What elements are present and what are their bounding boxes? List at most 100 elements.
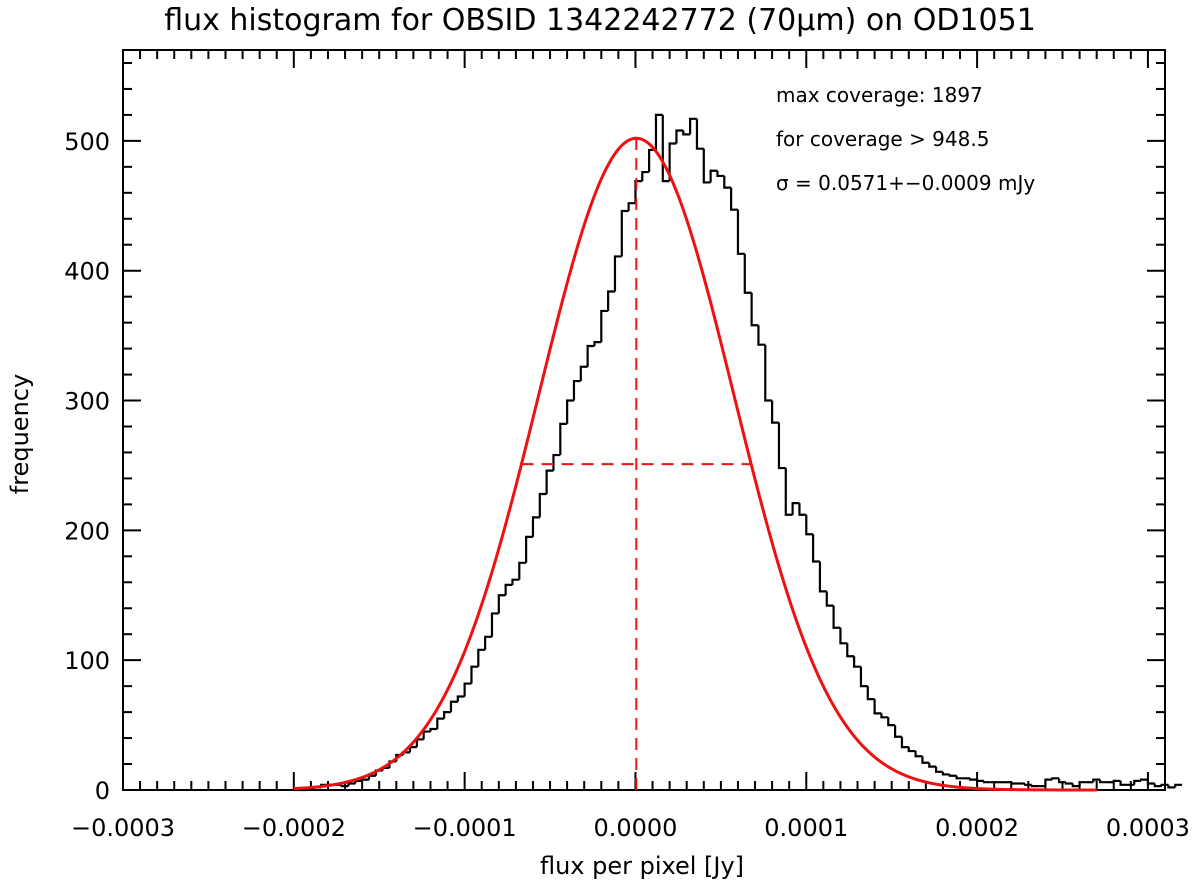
histogram-bin (579, 365, 588, 382)
histogram-bin (675, 129, 684, 144)
histogram-bin (887, 717, 896, 727)
histogram-bin (709, 169, 718, 183)
histogram-bin (525, 535, 533, 563)
annotation-text: σ = 0.0571+−0.0009 mJy (776, 171, 1035, 195)
histogram-bin (641, 170, 650, 182)
histogram-bin (607, 290, 615, 311)
histogram-bin (456, 695, 465, 702)
plot-frame (122, 49, 1166, 791)
x-tick-label: 0.0002 (935, 814, 1019, 842)
histogram-bin (436, 717, 445, 729)
histogram-bin (818, 561, 827, 593)
histogram-bin (805, 514, 814, 536)
histogram-bin (1064, 782, 1073, 785)
histogram-bin (907, 747, 916, 753)
x-tick-label: −0.0002 (242, 814, 346, 842)
histogram-bin (511, 578, 520, 585)
x-tick-label: 0.0003 (1106, 814, 1190, 842)
histogram-bin (798, 503, 807, 516)
annotations: max coverage: 1897 for coverage > 948.5 σ … (776, 83, 1035, 195)
histogram-bin (347, 782, 356, 787)
histogram-bin (1044, 778, 1053, 787)
histogram-bin (1174, 783, 1183, 788)
x-tick-label: 0.0001 (764, 814, 848, 842)
histogram-bin (941, 771, 950, 776)
annotation-text: for coverage > 948.5 (776, 127, 989, 151)
histogram-bin (982, 780, 991, 784)
x-tick-label: −0.0003 (71, 814, 175, 842)
x-axis-label: flux per pixel [Jy] (540, 852, 744, 880)
histogram-bin (825, 591, 834, 607)
histogram-bin (1119, 780, 1128, 786)
histogram-bin (354, 779, 363, 784)
histogram-bin (1092, 778, 1101, 783)
histogram-bin (791, 501, 800, 515)
histogram-bin (449, 700, 458, 713)
histogram-bin (695, 118, 704, 150)
histogram-bin (771, 400, 779, 424)
tick-labels: −0.0003 −0.0002 −0.0001 0.0000 0.0001 0.0002 0… (64, 128, 1190, 842)
histogram-bin (935, 766, 943, 773)
histogram-bin (1146, 779, 1155, 785)
histogram-bin (593, 341, 602, 346)
histogram-bin (1051, 777, 1060, 780)
histogram-bin (1023, 783, 1032, 786)
histogram-bin (723, 175, 732, 189)
histogram-bin (552, 453, 561, 471)
x-tick-label: −0.0001 (413, 814, 517, 842)
histogram-bin (689, 117, 697, 135)
histogram-bin (627, 202, 636, 211)
histogram-bin (504, 583, 513, 596)
histogram-bin (559, 422, 568, 456)
histogram-bin (880, 713, 889, 719)
histogram-bin (1139, 778, 1148, 781)
histogram-bin (1153, 783, 1162, 788)
histogram-bin (1160, 783, 1169, 787)
histogram-bin (497, 594, 506, 614)
histogram-bin (367, 774, 376, 780)
histogram-bin (654, 113, 663, 150)
histogram-bin (1112, 779, 1121, 783)
histogram-bin (620, 209, 629, 257)
histogram-bin (422, 730, 431, 740)
histogram-bin (955, 775, 964, 780)
y-tick-label: 500 (64, 128, 110, 156)
x-tick-label: 0.0000 (593, 814, 677, 842)
histogram-bin (873, 699, 882, 715)
histogram-bin (969, 778, 978, 781)
histogram-bin (1133, 779, 1142, 785)
histogram-bin (682, 130, 691, 136)
histogram-bin (853, 656, 861, 668)
histogram-bin (784, 468, 793, 516)
histogram-bin (1057, 778, 1066, 784)
histogram-bin (1098, 779, 1107, 784)
histogram-bin (976, 779, 984, 783)
histogram-bin (859, 666, 868, 688)
y-tick-label: 100 (64, 647, 110, 675)
histogram-bin (702, 148, 711, 184)
histogram-bin (832, 605, 841, 629)
histogram-bin (914, 751, 923, 758)
histogram-bin (736, 209, 745, 255)
histogram-bin (716, 170, 725, 178)
annotation-text: max coverage: 1897 (776, 83, 983, 107)
histogram-bin (900, 736, 909, 749)
histogram-bin (443, 711, 451, 719)
histogram-bin (928, 762, 937, 768)
histogram-series (293, 113, 1183, 792)
y-tick-label: 200 (64, 517, 110, 545)
histogram-bin (600, 309, 609, 343)
histogram-bin (757, 325, 766, 346)
histogram-bin (777, 422, 786, 470)
axis-ticks (122, 50, 1166, 791)
histogram-bin (668, 142, 677, 182)
histogram-bin (477, 648, 486, 667)
histogram-bin (470, 665, 479, 684)
histogram-bin (661, 114, 670, 183)
histogram-bin (894, 725, 902, 738)
histogram-bin (566, 399, 574, 424)
histogram-bin (948, 774, 957, 777)
histogram-bin (812, 534, 820, 563)
histogram-bin (1167, 784, 1176, 789)
histogram-bin (408, 746, 417, 753)
